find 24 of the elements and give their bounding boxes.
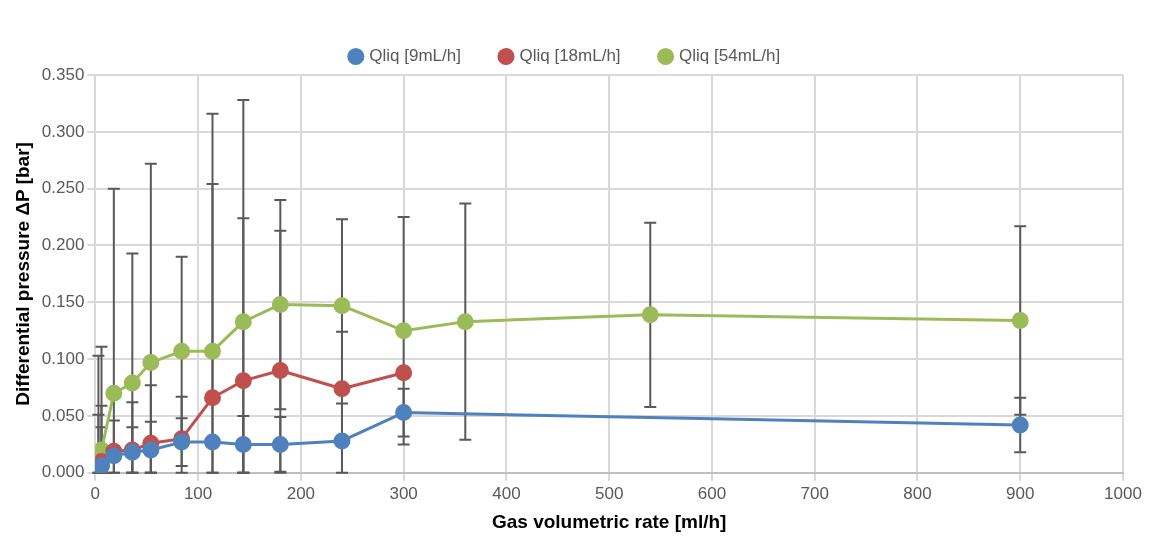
y-tick-label: 0.000: [41, 462, 85, 482]
y-tick-label: 0.200: [41, 235, 85, 255]
x-tick-label: 0: [90, 483, 101, 503]
x-tick-label: 700: [800, 483, 829, 503]
x-tick-label: 300: [389, 483, 418, 503]
x-tick-label: 200: [286, 483, 316, 503]
x-tick-label: 1000: [1104, 483, 1142, 503]
x-tick-label: 400: [492, 483, 521, 503]
legend-label: Qliq [54mL/h]: [679, 46, 781, 66]
x-tick-label: 100: [183, 483, 213, 503]
x-axis-title: Gas volumetric rate [ml/h]: [491, 510, 727, 532]
y-tick-label: 0.300: [41, 121, 85, 141]
y-tick-label: 0.250: [41, 178, 85, 198]
y-tick-label: 0.350: [41, 64, 85, 84]
y-tick-label: 0.150: [41, 292, 85, 311]
y-tick-label: 0.100: [41, 348, 85, 368]
x-tick-label: 600: [697, 483, 727, 503]
x-tick-label: 900: [1006, 483, 1035, 503]
x-tick-label: 800: [903, 483, 932, 503]
legend-label: Qliq [9mL/h]: [369, 46, 461, 66]
legend-label: Qliq [18mL/h]: [519, 46, 621, 66]
x-tick-label: 500: [594, 483, 624, 503]
y-tick-label: 0.050: [41, 405, 85, 425]
y-axis-title: Differential pressure ΔP [bar]: [11, 142, 33, 406]
